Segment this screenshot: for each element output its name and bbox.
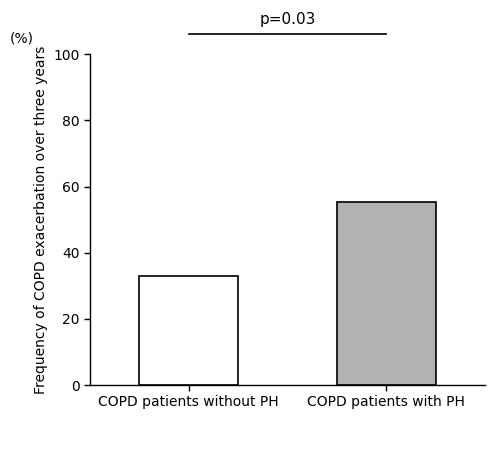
Text: (%): (%) xyxy=(10,31,34,45)
Bar xyxy=(337,202,436,385)
Y-axis label: Frequency of COPD exacerbation over three years: Frequency of COPD exacerbation over thre… xyxy=(34,45,48,394)
Text: p=0.03: p=0.03 xyxy=(260,12,316,27)
Bar xyxy=(140,276,238,385)
